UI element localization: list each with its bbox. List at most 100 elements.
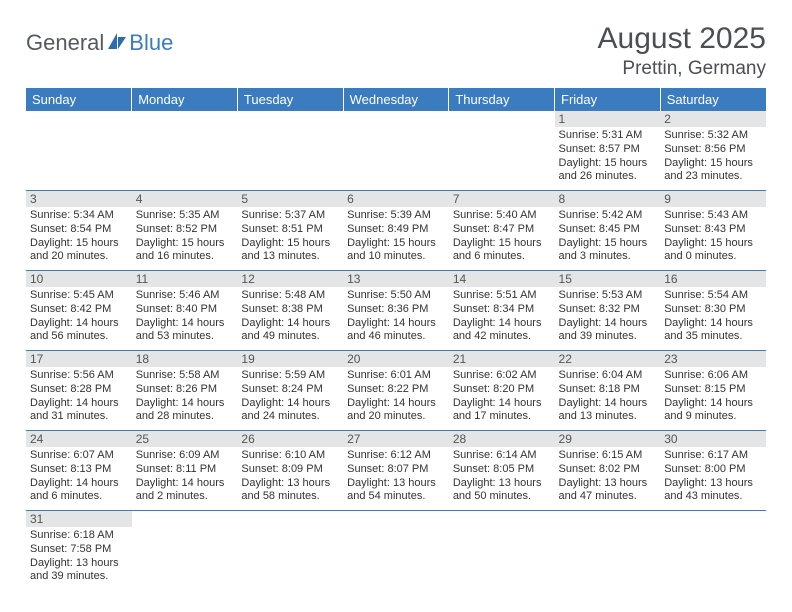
daylight-line: and 24 minutes. bbox=[241, 410, 339, 424]
daylight-line: and 46 minutes. bbox=[347, 330, 445, 344]
day-number: 9 bbox=[660, 191, 766, 207]
page-header: General Blue August 2025 Prettin, German… bbox=[26, 22, 766, 80]
daylight-line: and 28 minutes. bbox=[136, 410, 234, 424]
calendar-cell: 19 Sunrise: 5:59 AMSunset: 8:24 PMDayligh… bbox=[237, 351, 343, 431]
daylight-line: Daylight: 13 hours bbox=[241, 477, 339, 491]
sunrise-line: Sunrise: 6:14 AM bbox=[453, 449, 551, 463]
sunrise-line: Sunrise: 5:40 AM bbox=[453, 209, 551, 223]
sunrise-line: Sunrise: 5:50 AM bbox=[347, 289, 445, 303]
calendar-week: 1Sunrise: 5:31 AMSunset: 8:57 PMDaylight… bbox=[26, 111, 766, 191]
daylight-line: Daylight: 14 hours bbox=[241, 397, 339, 411]
daylight-line: and 50 minutes. bbox=[453, 490, 551, 504]
daylight-line: and 39 minutes. bbox=[30, 570, 128, 584]
daylight-line: Daylight: 13 hours bbox=[453, 477, 551, 491]
daylight-line: and 53 minutes. bbox=[136, 330, 234, 344]
daylight-line: and 6 minutes. bbox=[30, 490, 128, 504]
daylight-line: and 42 minutes. bbox=[453, 330, 551, 344]
calendar-cell bbox=[343, 511, 449, 591]
calendar-cell bbox=[555, 511, 661, 591]
sunrise-line: Sunrise: 5:58 AM bbox=[136, 369, 234, 383]
day-number: 22 bbox=[555, 351, 661, 367]
calendar-cell: 11Sunrise: 5:46 AMSunset: 8:40 PMDayligh… bbox=[132, 271, 238, 351]
calendar-cell: 16Sunrise: 5:54 AMSunset: 8:30 PMDayligh… bbox=[660, 271, 766, 351]
sunrise-line: Sunrise: 5:42 AM bbox=[559, 209, 657, 223]
daylight-line: Daylight: 15 hours bbox=[347, 237, 445, 251]
daylight-line: Daylight: 14 hours bbox=[30, 397, 128, 411]
daylight-line: Daylight: 14 hours bbox=[30, 317, 128, 331]
calendar-cell: 21Sunrise: 6:02 AMSunset: 8:20 PMDayligh… bbox=[449, 351, 555, 431]
sunset-line: Sunset: 8:49 PM bbox=[347, 223, 445, 237]
sunrise-line: Sunrise: 5:51 AM bbox=[453, 289, 551, 303]
logo-text-blue: Blue bbox=[129, 30, 173, 56]
calendar-cell bbox=[660, 511, 766, 591]
daylight-line: and 3 minutes. bbox=[559, 250, 657, 264]
calendar-cell: 26Sunrise: 6:10 AMSunset: 8:09 PMDayligh… bbox=[237, 431, 343, 511]
daylight-line: and 23 minutes. bbox=[664, 170, 762, 184]
calendar-cell bbox=[237, 111, 343, 191]
daylight-line: and 47 minutes. bbox=[559, 490, 657, 504]
calendar-cell: 30Sunrise: 6:17 AMSunset: 8:00 PMDayligh… bbox=[660, 431, 766, 511]
sunset-line: Sunset: 8:09 PM bbox=[241, 463, 339, 477]
calendar-cell: 5Sunrise: 5:37 AMSunset: 8:51 PMDaylight… bbox=[237, 191, 343, 271]
calendar-week: 10Sunrise: 5:45 AMSunset: 8:42 PMDayligh… bbox=[26, 271, 766, 351]
sunrise-line: Sunrise: 5:59 AM bbox=[241, 369, 339, 383]
daylight-line: Daylight: 14 hours bbox=[347, 317, 445, 331]
sunset-line: Sunset: 8:30 PM bbox=[664, 303, 762, 317]
calendar-cell bbox=[132, 111, 238, 191]
day-number: 5 bbox=[237, 191, 343, 207]
daylight-line: Daylight: 14 hours bbox=[559, 317, 657, 331]
sunset-line: Sunset: 8:43 PM bbox=[664, 223, 762, 237]
daylight-line: and 13 minutes. bbox=[241, 250, 339, 264]
title-block: August 2025 Prettin, Germany bbox=[598, 22, 766, 80]
sunrise-line: Sunrise: 5:34 AM bbox=[30, 209, 128, 223]
daylight-line: and 16 minutes. bbox=[136, 250, 234, 264]
daylight-line: and 9 minutes. bbox=[664, 410, 762, 424]
day-number: 30 bbox=[660, 431, 766, 447]
daylight-line: Daylight: 14 hours bbox=[347, 397, 445, 411]
sunset-line: Sunset: 8:15 PM bbox=[664, 383, 762, 397]
day-header: Thursday bbox=[449, 88, 555, 111]
calendar-week: 3Sunrise: 5:34 AMSunset: 8:54 PMDaylight… bbox=[26, 191, 766, 271]
day-number: 7 bbox=[449, 191, 555, 207]
calendar-cell: 10Sunrise: 5:45 AMSunset: 8:42 PMDayligh… bbox=[26, 271, 132, 351]
day-header: Friday bbox=[555, 88, 661, 111]
daylight-line: and 58 minutes. bbox=[241, 490, 339, 504]
day-number: 21 bbox=[449, 351, 555, 367]
daylight-line: and 17 minutes. bbox=[453, 410, 551, 424]
day-number: 16 bbox=[660, 271, 766, 287]
sunrise-line: Sunrise: 6:15 AM bbox=[559, 449, 657, 463]
day-header: Tuesday bbox=[237, 88, 343, 111]
day-number: 12 bbox=[237, 271, 343, 287]
calendar-cell: 18Sunrise: 5:58 AMSunset: 8:26 PMDayligh… bbox=[132, 351, 238, 431]
daylight-line: and 10 minutes. bbox=[347, 250, 445, 264]
daylight-line: Daylight: 14 hours bbox=[453, 317, 551, 331]
sunset-line: Sunset: 8:24 PM bbox=[241, 383, 339, 397]
daylight-line: Daylight: 14 hours bbox=[559, 397, 657, 411]
day-number: 19 bbox=[237, 351, 343, 367]
calendar-cell: 9Sunrise: 5:43 AMSunset: 8:43 PMDaylight… bbox=[660, 191, 766, 271]
sunrise-line: Sunrise: 5:48 AM bbox=[241, 289, 339, 303]
day-number: 14 bbox=[449, 271, 555, 287]
sunset-line: Sunset: 8:47 PM bbox=[453, 223, 551, 237]
sunset-line: Sunset: 8:20 PM bbox=[453, 383, 551, 397]
daylight-line: Daylight: 15 hours bbox=[453, 237, 551, 251]
sunset-line: Sunset: 8:38 PM bbox=[241, 303, 339, 317]
day-header: Sunday bbox=[26, 88, 132, 111]
sunrise-line: Sunrise: 6:17 AM bbox=[664, 449, 762, 463]
daylight-line: Daylight: 14 hours bbox=[136, 397, 234, 411]
sunset-line: Sunset: 7:58 PM bbox=[30, 543, 128, 557]
sunrise-line: Sunrise: 6:10 AM bbox=[241, 449, 339, 463]
day-header-row: SundayMondayTuesdayWednesdayThursdayFrid… bbox=[26, 88, 766, 111]
day-number: 13 bbox=[343, 271, 449, 287]
daylight-line: and 13 minutes. bbox=[559, 410, 657, 424]
calendar-cell: 25Sunrise: 6:09 AMSunset: 8:11 PMDayligh… bbox=[132, 431, 238, 511]
calendar-cell: 17Sunrise: 5:56 AMSunset: 8:28 PMDayligh… bbox=[26, 351, 132, 431]
sunset-line: Sunset: 8:51 PM bbox=[241, 223, 339, 237]
calendar-cell bbox=[449, 111, 555, 191]
daylight-line: and 26 minutes. bbox=[559, 170, 657, 184]
location-label: Prettin, Germany bbox=[598, 58, 766, 80]
sunset-line: Sunset: 8:13 PM bbox=[30, 463, 128, 477]
daylight-line: and 20 minutes. bbox=[347, 410, 445, 424]
calendar-cell: 12Sunrise: 5:48 AMSunset: 8:38 PMDayligh… bbox=[237, 271, 343, 351]
daylight-line: Daylight: 15 hours bbox=[241, 237, 339, 251]
